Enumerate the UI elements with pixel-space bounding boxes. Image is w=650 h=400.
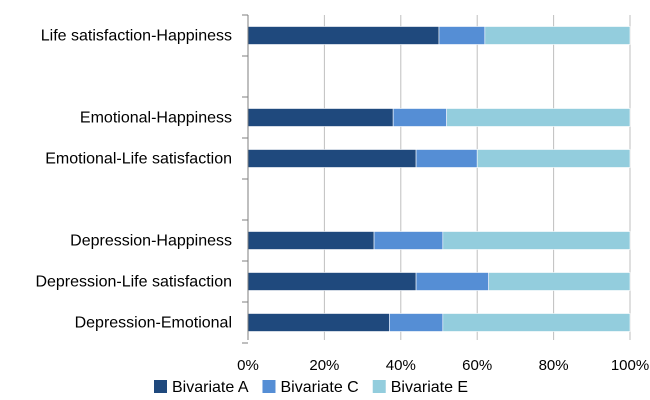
bar-segment — [247, 149, 417, 168]
bar-segment — [247, 272, 417, 291]
x-tick-label: 0% — [237, 357, 259, 374]
bar-segment — [247, 108, 394, 127]
category-label: Depression-Happiness — [70, 233, 232, 250]
bar-segment — [476, 149, 631, 168]
bar-segment — [247, 26, 440, 45]
bar-segment — [247, 231, 375, 250]
category-label: Life satisfaction-Happiness — [41, 28, 232, 45]
legend-label: Bivariate C — [280, 379, 358, 396]
bar-segment — [442, 231, 631, 250]
bar-segment — [373, 231, 444, 250]
legend-label: Bivariate A — [172, 379, 249, 396]
category-label: Emotional-Happiness — [80, 110, 232, 127]
legend-swatch — [262, 380, 276, 393]
x-tick-label: 60% — [462, 357, 492, 374]
bar-segment — [415, 149, 478, 168]
category-label: Emotional-Life satisfaction — [45, 151, 232, 168]
x-tick-label: 100% — [611, 357, 649, 374]
legend: Bivariate A Bivariate C Bivariate E — [154, 379, 468, 396]
bar-segment — [442, 313, 631, 332]
bar-segment — [484, 26, 631, 45]
category-axis — [242, 14, 249, 344]
legend-label: Bivariate E — [391, 379, 468, 396]
bar-segment — [247, 313, 390, 332]
x-tick-label: 40% — [386, 357, 416, 374]
bar-segment — [438, 26, 486, 45]
legend-swatch — [154, 380, 167, 393]
x-tick-label: 20% — [309, 357, 339, 374]
x-tick-labels: 0% 20% 40% 60% 80% 100% — [237, 357, 649, 374]
gridlines — [323, 15, 631, 340]
category-label: Depression-Emotional — [75, 315, 232, 332]
bars — [247, 26, 631, 332]
bar-segment — [446, 108, 631, 127]
category-labels: Life satisfaction-Happiness Emotional-Hap… — [35, 28, 232, 332]
x-tick-label: 80% — [539, 357, 569, 374]
bar-segment — [488, 272, 631, 291]
legend-swatch — [372, 380, 386, 393]
category-label: Depression-Life satisfaction — [35, 274, 232, 291]
bar-segment — [415, 272, 489, 291]
bar-segment — [389, 313, 444, 332]
bar-segment — [392, 108, 447, 127]
